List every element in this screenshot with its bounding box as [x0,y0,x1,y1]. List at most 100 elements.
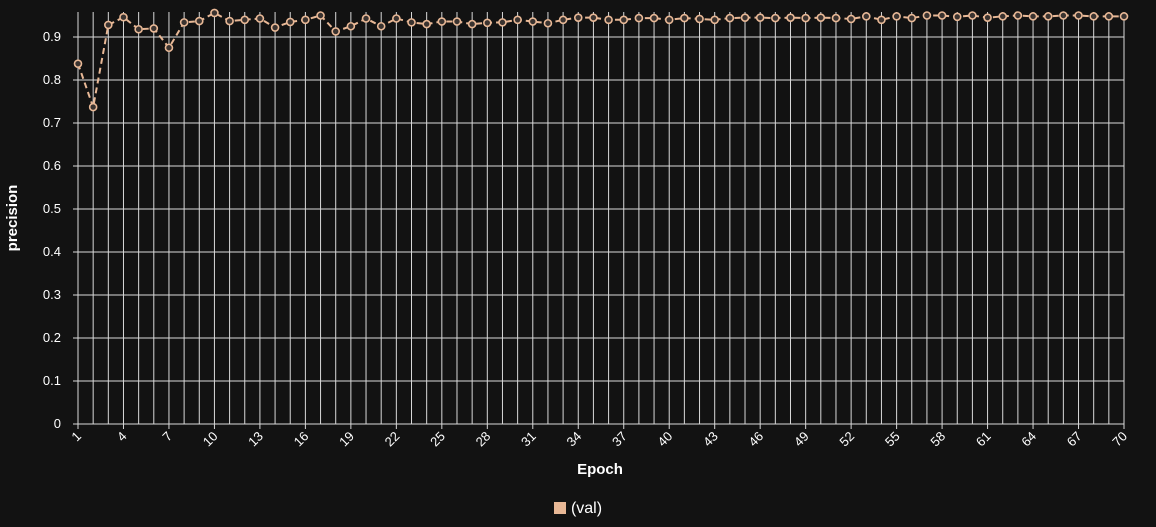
data-point [1013,11,1023,20]
data-point [194,16,204,26]
data-point [755,13,765,22]
data-point [968,11,977,20]
x-tick-label: 7 [159,429,175,445]
data-point [861,12,871,21]
data-point [573,13,583,22]
data-point [634,13,644,23]
legend-label: (val) [570,500,603,517]
data-point [1089,12,1098,21]
data-point [695,14,704,24]
y-axis-title: precision [4,185,21,252]
y-tick-label: 0.4 [43,244,61,259]
y-tick-label: 0.3 [43,287,61,302]
data-point [1028,12,1038,21]
data-point [301,15,310,25]
data-point [255,14,265,23]
y-tick-label: 0.1 [43,373,61,388]
data-point [589,13,598,22]
x-tick-label: 31 [518,429,539,450]
data-point [346,21,356,31]
data-point [316,11,325,20]
data-point [937,11,947,20]
x-tick-label: 16 [291,429,312,450]
data-point [801,13,810,23]
data-point [983,13,992,22]
data-point [892,12,901,21]
data-point [786,13,795,22]
y-axis-ticks: 0 0.1 0.2 0.3 0.4 0.5 0.6 0.7 0.8 0.9 [43,29,78,431]
data-point [877,15,886,25]
x-tick-label: 64 [1018,429,1039,450]
x-tick-label: 58 [927,429,948,450]
data-point [922,11,932,20]
data-point [710,15,719,25]
data-point [392,14,401,23]
data-point [664,15,674,25]
data-point [1043,12,1053,21]
data-point [285,17,295,27]
data-point [498,18,507,27]
y-tick-label: 0.5 [43,201,61,216]
data-point [952,12,962,22]
data-point [376,21,386,31]
data-point [483,18,492,28]
data-point [240,15,250,25]
data-point [452,17,462,26]
data-point [816,13,826,22]
data-point [649,13,659,23]
y-tick-label: 0.7 [43,115,61,130]
data-point [73,59,83,68]
data-point [1119,12,1129,21]
data-point [771,13,780,23]
x-tick-label: 43 [700,429,721,450]
legend[interactable]: (val) [0,500,1156,518]
x-tick-label: 37 [609,429,630,450]
data-point [134,24,143,34]
data-point [407,18,416,27]
y-tick-label: 0.6 [43,158,61,173]
data-point [846,14,856,24]
data-point [1059,11,1068,20]
data-point [1104,12,1114,21]
x-tick-label: 19 [336,429,357,450]
data-point [467,19,477,29]
x-tick-label: 4 [114,429,130,445]
data-point [680,13,689,23]
x-tick-label: 10 [200,429,221,450]
data-point [437,17,447,26]
data-point [619,15,629,25]
data-point [331,27,341,36]
data-point [270,23,280,32]
data-point [119,12,128,22]
y-tick-label: 0.8 [43,72,61,87]
data-point [543,18,553,28]
data-point [164,43,174,53]
data-point [361,14,371,23]
x-tick-label: 25 [427,429,448,450]
grid-lines [77,12,1125,425]
data-point [740,13,750,22]
x-tick-label: 55 [882,429,903,450]
x-tick-label: 67 [1064,429,1085,450]
x-tick-label: 40 [655,429,676,450]
data-point [149,24,159,33]
data-point [528,17,538,26]
x-tick-label: 13 [245,429,266,450]
series-val [73,8,1129,112]
x-tick-label: 52 [836,429,857,450]
x-tick-label: 46 [745,429,766,450]
data-point [558,15,568,25]
x-tick-label: 1 [68,429,84,445]
x-tick-label: 28 [473,429,494,450]
data-point [1074,11,1083,20]
series-line [77,11,1124,111]
data-point [513,15,522,25]
x-tick-label: 34 [564,429,585,450]
data-point [210,8,219,18]
data-point [725,13,735,23]
y-tick-label: 0 [54,416,61,431]
y-tick-label: 0.2 [43,330,61,345]
data-point [179,18,189,27]
x-axis-title: Epoch [577,461,623,478]
